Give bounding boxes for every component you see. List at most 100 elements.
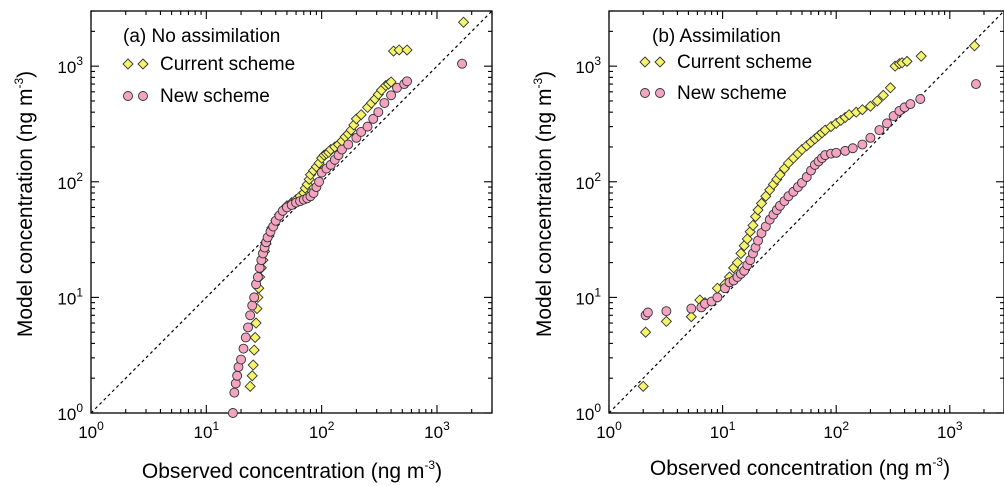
current-scheme-point <box>637 380 649 392</box>
new-scheme-point <box>243 322 253 333</box>
new-scheme-point <box>831 147 842 158</box>
new-scheme-point <box>457 58 468 69</box>
y-tick-label: 100 <box>575 401 601 424</box>
current-scheme-point <box>393 44 405 56</box>
current-scheme-point <box>968 40 981 52</box>
current-scheme-point <box>250 317 262 329</box>
legend: Current scheme New scheme <box>122 54 295 107</box>
legend-label-new-scheme: New scheme <box>677 83 787 104</box>
current-scheme-point <box>884 82 897 94</box>
current-scheme-point <box>755 197 768 210</box>
new-scheme-point <box>712 292 723 303</box>
x-tick-label: 103 <box>424 419 450 442</box>
legend-circle-marker <box>655 88 665 98</box>
one-to-one-line <box>90 10 493 414</box>
new-scheme-point <box>232 370 243 381</box>
y-tick-label: 100 <box>57 401 83 424</box>
new-scheme-point <box>249 292 260 303</box>
x-tick-label: 100 <box>596 419 622 442</box>
new-scheme-point <box>386 90 397 101</box>
current-scheme-point <box>864 100 877 112</box>
new-scheme-point <box>229 387 240 398</box>
current-scheme-point <box>741 233 753 245</box>
one-to-one-line <box>608 10 1004 414</box>
current-scheme-point <box>747 219 759 231</box>
new-scheme-point <box>661 306 672 317</box>
legend-label-new-scheme: New scheme <box>160 86 270 107</box>
current-scheme-point <box>355 109 367 121</box>
current-scheme-point <box>401 44 413 56</box>
current-scheme-point <box>248 344 260 356</box>
current-scheme-point <box>731 256 744 269</box>
x-tick-label: 103 <box>937 419 963 442</box>
new-scheme-point <box>882 118 892 129</box>
y-axis-title: Model concentration (ng m-3) <box>531 71 556 337</box>
current-scheme-point <box>735 247 747 260</box>
legend-circle-marker <box>138 91 148 101</box>
legend-circle-marker <box>640 88 650 98</box>
x-tick-label: 101 <box>194 419 220 442</box>
current-scheme-point <box>749 210 762 223</box>
new-scheme-point <box>915 94 926 104</box>
current-scheme-point <box>856 104 869 116</box>
current-scheme-point <box>249 331 261 344</box>
legend-diamond-marker <box>639 56 651 68</box>
new-scheme-point <box>857 139 868 150</box>
legend-diamond-marker <box>122 58 134 70</box>
new-scheme-point <box>356 126 367 137</box>
x-axis-title: Observed concentration (ng m-3) <box>650 455 950 480</box>
new-scheme-point <box>252 272 263 282</box>
new-scheme-point <box>247 300 258 311</box>
current-scheme-point <box>247 359 259 371</box>
x-tick-label: 101 <box>710 419 736 442</box>
new-scheme-point <box>373 107 384 118</box>
legend-label-current-scheme: Current scheme <box>160 54 295 75</box>
new-scheme-point <box>402 76 412 87</box>
new-scheme-point <box>686 303 697 314</box>
current-scheme-point <box>901 55 913 68</box>
current-scheme-point <box>871 95 883 107</box>
current-scheme-point <box>457 16 470 28</box>
y-axis-title: Model concentration (ng m-3) <box>12 71 37 337</box>
new-scheme-point <box>314 176 325 187</box>
y-tick-label: 101 <box>57 285 83 308</box>
legend-diamond-marker <box>654 56 666 68</box>
new-scheme-point <box>971 79 981 90</box>
new-scheme-point <box>905 99 916 110</box>
new-scheme-point <box>368 113 379 124</box>
x-axis-title: Observed concentration (ng m-3) <box>142 458 442 483</box>
current-scheme-point <box>639 326 652 338</box>
new-scheme-point <box>642 307 653 318</box>
new-scheme-point <box>874 125 885 136</box>
new-scheme-point <box>379 98 390 108</box>
legend-label-current-scheme: Current scheme <box>677 52 812 73</box>
new-scheme-point <box>343 139 354 150</box>
new-scheme-point <box>236 354 246 365</box>
plot-frame <box>90 10 493 414</box>
y-tick-label: 103 <box>57 54 83 77</box>
new-scheme-point <box>245 310 256 321</box>
y-tick-label: 102 <box>575 170 601 193</box>
y-tick-label: 102 <box>57 170 83 193</box>
plot-frame <box>608 10 1004 414</box>
new-scheme-point <box>227 408 238 418</box>
current-scheme-point <box>915 50 927 62</box>
current-scheme-point <box>244 380 256 392</box>
current-scheme-point <box>685 311 697 323</box>
current-scheme-point <box>660 315 673 328</box>
panel-title: (a) No assimilation <box>123 26 280 47</box>
current-scheme-point <box>246 370 258 382</box>
new-scheme-point <box>865 132 876 143</box>
panel-title: (b) Assimilation <box>652 26 781 47</box>
legend-circle-marker <box>123 91 133 101</box>
new-scheme-point <box>362 121 373 132</box>
legend: Current scheme New scheme <box>639 52 812 104</box>
new-scheme-point <box>240 332 251 343</box>
x-tick-label: 100 <box>78 419 104 442</box>
new-scheme-point <box>847 143 858 154</box>
legend-diamond-marker <box>137 58 149 70</box>
new-scheme-point <box>238 343 249 354</box>
